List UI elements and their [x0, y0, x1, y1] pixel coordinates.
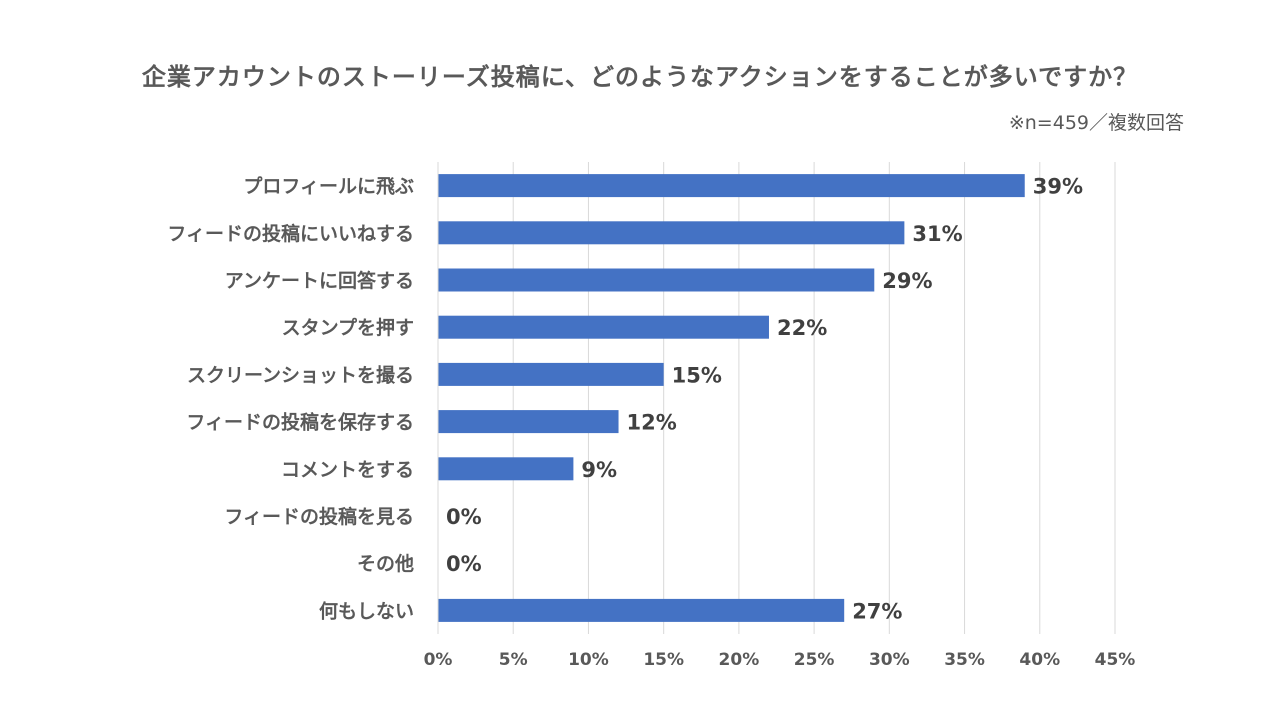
x-axis-tick-labels: 0% 5% 10% 15% 20% 25% 30% 35% 40% 45%	[424, 650, 1136, 670]
category-label: その他	[357, 552, 414, 575]
x-tick-label: 15%	[643, 650, 684, 670]
bar	[438, 221, 905, 245]
data-label: 27%	[852, 599, 902, 623]
category-label: コメントをする	[281, 459, 414, 481]
category-label: スタンプを押す	[282, 316, 414, 339]
data-label: 22%	[777, 316, 827, 340]
x-tick-label: 0%	[424, 650, 453, 670]
category-labels: プロフィールに飛ぶフィードの投稿にいいねするアンケートに回答するスタンプを押すス…	[167, 175, 414, 623]
x-tick-label: 45%	[1095, 650, 1136, 670]
x-tick-label: 20%	[719, 650, 760, 670]
bar	[438, 174, 1025, 198]
x-tick-label: 5%	[499, 650, 528, 670]
bar	[438, 362, 664, 386]
data-labels: 39% 31% 29% 22% 15% 12% 9% 0% 0% 27%	[446, 175, 1083, 624]
category-label: 何もしない	[319, 599, 414, 622]
bar	[438, 598, 845, 622]
x-tick-label: 30%	[869, 650, 910, 670]
sample-size-note: ※n=459／複数回答	[1008, 112, 1184, 134]
data-label: 0%	[446, 552, 482, 576]
x-tick-label: 10%	[568, 650, 609, 670]
x-tick-label: 40%	[1019, 650, 1060, 670]
data-label: 29%	[882, 269, 932, 293]
data-label: 31%	[912, 222, 962, 246]
category-label: フィードの投稿を保存する	[186, 411, 414, 434]
category-label: スクリーンショットを撮る	[187, 364, 414, 386]
data-label: 15%	[672, 363, 722, 387]
x-tick-label: 35%	[944, 650, 985, 670]
data-label: 0%	[446, 505, 482, 529]
x-tick-label: 25%	[794, 650, 835, 670]
bar	[438, 410, 619, 434]
category-label: アンケートに回答する	[225, 269, 414, 292]
bar	[438, 268, 875, 292]
category-label: フィードの投稿にいいねする	[167, 222, 414, 245]
data-label: 9%	[581, 458, 617, 482]
bar	[438, 457, 574, 481]
chart-title: 企業アカウントのストーリーズ投稿に、どのようなアクションをすることが多いですか？	[141, 63, 1139, 91]
bars	[438, 174, 1025, 622]
category-label: プロフィールに飛ぶ	[243, 175, 414, 198]
data-label: 12%	[627, 411, 677, 435]
data-label: 39%	[1033, 175, 1083, 199]
category-label: フィードの投稿を見る	[224, 505, 414, 528]
bar	[438, 315, 769, 339]
